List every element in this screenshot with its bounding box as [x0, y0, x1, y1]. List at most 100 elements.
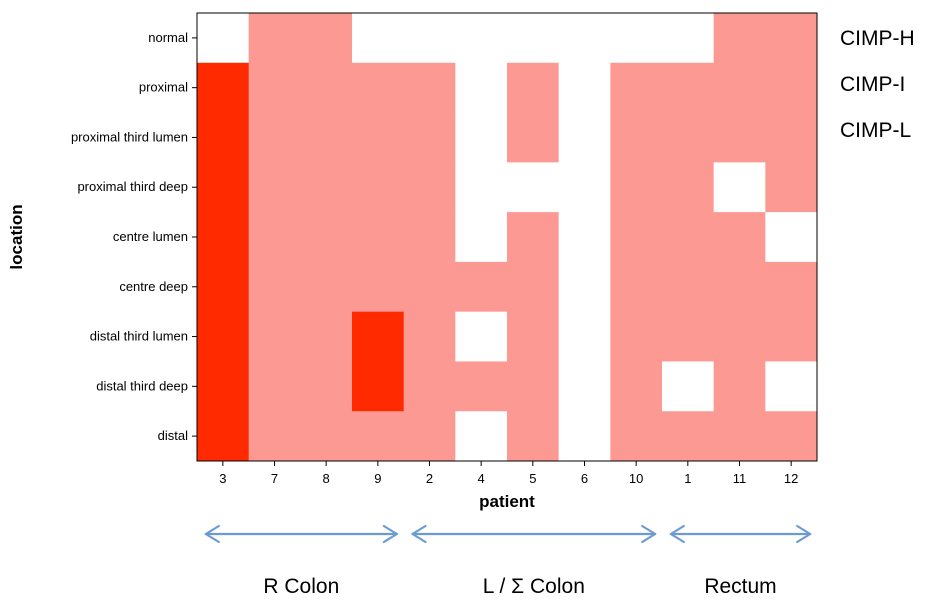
x-tick-label: 8 — [323, 471, 330, 486]
group-label: R Colon — [263, 575, 339, 598]
heatmap-cell — [765, 261, 818, 313]
heatmap-cell — [403, 62, 456, 114]
group-arrow — [204, 524, 398, 544]
heatmap-cell — [352, 62, 405, 114]
group-label: L / Σ Colon — [483, 575, 585, 598]
heatmap-cell — [300, 361, 353, 412]
x-tick-label: 1 — [684, 471, 691, 486]
legend-entry: CIMP-H — [840, 27, 915, 50]
x-axis-title: patient — [479, 492, 535, 511]
heatmap-cell — [662, 13, 715, 64]
heatmap-cell — [403, 261, 456, 313]
heatmap-cell — [197, 261, 250, 313]
heatmap-cell — [352, 13, 405, 64]
heatmap-cell — [300, 62, 353, 114]
heatmap-cell — [507, 13, 560, 64]
x-tick-label: 7 — [271, 471, 278, 486]
x-tick-label: 10 — [629, 471, 643, 486]
heatmap-cell — [662, 311, 715, 362]
heatmap-cell — [610, 361, 663, 412]
heatmap-cell — [455, 62, 508, 114]
heatmap-cell — [403, 361, 456, 412]
heatmap-cell — [610, 311, 663, 362]
heatmap-cell — [610, 162, 663, 213]
legend-entry: CIMP-L — [840, 119, 911, 142]
heatmap-cell — [662, 411, 715, 462]
x-tick-label: 11 — [733, 471, 747, 486]
heatmap-cell — [713, 361, 766, 412]
heatmap-cell — [455, 361, 508, 412]
heatmap-cell — [248, 212, 301, 263]
heatmap-cell — [765, 361, 818, 412]
heatmap-cell — [507, 212, 560, 263]
y-tick-label: proximal third deep — [77, 179, 188, 194]
heatmap-cell — [197, 162, 250, 213]
heatmap-cell — [352, 361, 405, 412]
heatmap-cell — [713, 261, 766, 313]
group-arrow — [669, 524, 812, 544]
heatmap-cell — [197, 361, 250, 412]
heatmap-cell — [662, 112, 715, 163]
heatmap-cell — [765, 212, 818, 263]
heatmap-cell — [507, 62, 560, 114]
x-tick-label: 5 — [529, 471, 536, 486]
heatmap-cell — [248, 311, 301, 362]
heatmap-cell — [713, 411, 766, 462]
heatmap-cell — [248, 361, 301, 412]
heatmap-cell — [713, 62, 766, 114]
heatmap-cell — [558, 361, 611, 412]
heatmap-cell — [713, 212, 766, 263]
heatmap-cell — [403, 112, 456, 163]
heatmap-cell — [765, 162, 818, 213]
heatmap-cell — [248, 112, 301, 163]
heatmap-cell — [765, 311, 818, 362]
heatmap-cell — [248, 411, 301, 462]
heatmap-cell — [352, 261, 405, 313]
y-tick-label: normal — [148, 30, 188, 45]
x-tick-label: 9 — [374, 471, 381, 486]
heatmap-cell — [765, 112, 818, 163]
heatmap-cell — [662, 162, 715, 213]
heatmap-cell — [610, 411, 663, 462]
heatmap-cell — [197, 311, 250, 362]
heatmap-cell — [765, 62, 818, 114]
heatmap-cell — [455, 311, 508, 362]
heatmap-cell — [558, 261, 611, 313]
heatmap-cell — [248, 13, 301, 64]
heatmap-cell — [455, 411, 508, 462]
heatmap-cell — [558, 212, 611, 263]
heatmap-cell — [507, 261, 560, 313]
heatmap-cell — [300, 13, 353, 64]
heatmap-cell — [713, 162, 766, 213]
heatmap-cell — [507, 361, 560, 412]
x-tick-label: 3 — [219, 471, 226, 486]
x-axis-ticks: 3 7 8 9 2 4 5 6 10 1 11 12 — [219, 461, 798, 486]
heatmap-cell — [352, 162, 405, 213]
heatmap-cell — [662, 62, 715, 114]
heatmap-cell — [300, 112, 353, 163]
y-tick-label: distal third deep — [96, 378, 188, 393]
heatmap-cell — [455, 212, 508, 263]
heatmap-cell — [662, 212, 715, 263]
y-tick-label: proximal — [139, 80, 188, 95]
heatmap-cell — [197, 411, 250, 462]
heatmap-cell — [403, 162, 456, 213]
heatmap-cell — [610, 261, 663, 313]
heatmap-cell — [610, 13, 663, 64]
heatmap-cell — [197, 62, 250, 114]
heatmap-cell — [300, 162, 353, 213]
heatmap-cell — [558, 311, 611, 362]
heatmap-cell — [558, 411, 611, 462]
heatmap-cell — [403, 411, 456, 462]
heatmap-cell — [197, 212, 250, 263]
heatmap-cell — [610, 112, 663, 163]
group-label: Rectum — [704, 575, 776, 598]
heatmap-cell — [713, 311, 766, 362]
heatmap-cell — [403, 311, 456, 362]
heatmap-cell — [300, 411, 353, 462]
heatmap-cell — [662, 361, 715, 412]
heatmap-cell — [300, 311, 353, 362]
heatmap-cell — [197, 112, 250, 163]
legend: CIMP-H CIMP-I CIMP-L — [840, 27, 915, 142]
